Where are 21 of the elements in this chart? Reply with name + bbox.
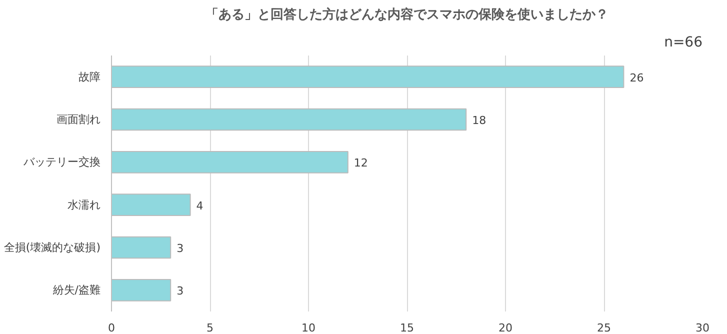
y-tick-label: 故障 bbox=[78, 70, 100, 84]
data-label: 26 bbox=[630, 71, 644, 84]
data-label: 18 bbox=[472, 114, 486, 127]
text: n=66 bbox=[664, 34, 703, 50]
data-label: 3 bbox=[176, 284, 184, 298]
data-label: 12 bbox=[354, 156, 368, 170]
x-tick-label: 30 bbox=[696, 322, 710, 334]
x-tick-label: 20 bbox=[498, 322, 512, 334]
y-tick-label: 水濡れ bbox=[68, 198, 100, 212]
y-tick-label: バッテリー交換 bbox=[22, 156, 100, 169]
y-tick-label: 画面割れ bbox=[56, 113, 100, 126]
y-tick-label: 紛失/盗難 bbox=[52, 284, 101, 297]
x-tick-label: 25 bbox=[597, 322, 611, 334]
y-tick-label: 全損(壊滅的な破損) bbox=[4, 241, 101, 254]
x-tick-label: 5 bbox=[206, 322, 214, 334]
data-label: 4 bbox=[196, 199, 204, 212]
x-tick-label: 10 bbox=[302, 322, 316, 334]
x-tick-label: 15 bbox=[400, 322, 414, 334]
x-tick-label: 0 bbox=[108, 322, 115, 334]
chart-title: 「ある」と回答した方はどんな内容でスマホの保険を使いましたか？ bbox=[206, 6, 608, 22]
data-label: 3 bbox=[176, 242, 184, 255]
